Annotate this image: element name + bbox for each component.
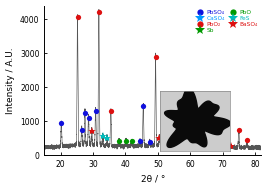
- Legend: PbSO₄, CaSO₄, PbO₂, Sb, PbO, FeS, BaSO₄: PbSO₄, CaSO₄, PbO₂, Sb, PbO, FeS, BaSO₄: [193, 9, 258, 34]
- Y-axis label: Intensity / A.U.: Intensity / A.U.: [6, 47, 15, 114]
- X-axis label: 2θ / °: 2θ / °: [141, 174, 165, 184]
- Polygon shape: [165, 88, 231, 147]
